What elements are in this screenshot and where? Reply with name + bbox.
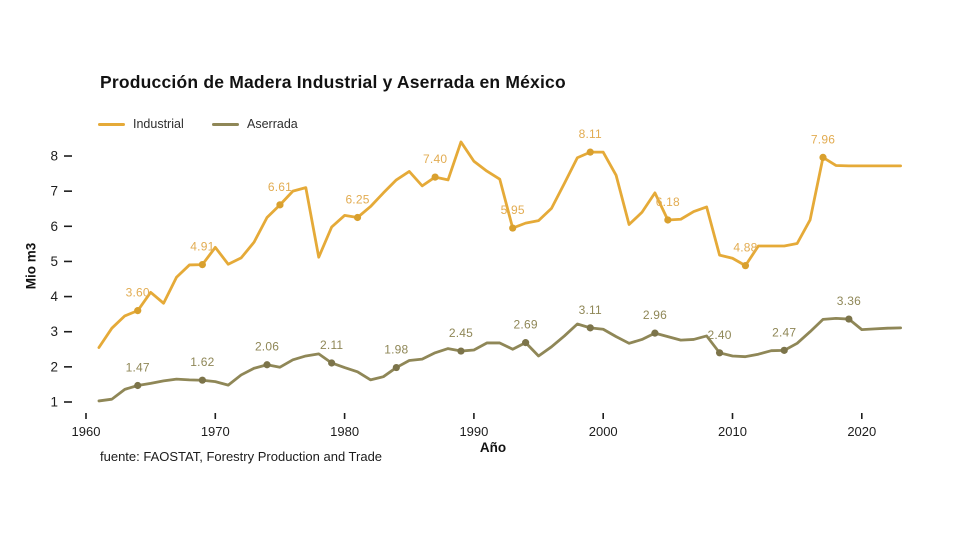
x-tick-label: 1990	[459, 424, 488, 439]
industrial-marker	[431, 173, 439, 181]
aserrada-line	[97, 316, 902, 403]
industrial-marker	[198, 260, 206, 269]
aserrada-value-label: 2.47	[772, 325, 796, 339]
aserrada-value-label: 2.06	[255, 340, 279, 354]
y-axis-title: Mio m3	[23, 242, 39, 290]
aserrada-value-label: 3.11	[579, 303, 602, 317]
industrial-marker	[276, 201, 284, 209]
x-tick-label: 1960	[72, 424, 101, 439]
aserrada-value-label: 1.98	[384, 343, 408, 357]
industrial-marker	[586, 148, 594, 156]
aserrada-marker	[586, 324, 594, 332]
y-tick-label: 8	[50, 149, 58, 164]
legend: Industrial Aserrada	[0, 116, 960, 132]
x-tick-label: 2020	[847, 424, 876, 439]
aserrada-marker	[457, 347, 465, 355]
aserrada-marker	[651, 329, 659, 337]
chart-title: Producción de Madera Industrial y Aserra…	[100, 72, 566, 92]
industrial-value-label: 7.96	[811, 132, 835, 146]
industrial-marker	[509, 224, 517, 232]
industrial-value-label: 6.25	[345, 193, 369, 207]
aserrada-value-label: 1.47	[126, 360, 150, 374]
legend-label-aserrada: Aserrada	[247, 117, 298, 131]
industrial-value-label: 6.18	[656, 195, 680, 209]
aserrada-marker	[263, 361, 271, 369]
y-tick-label: 2	[50, 359, 58, 374]
aserrada-line-swatch	[212, 122, 239, 126]
y-tick-label: 6	[50, 219, 58, 234]
source-note: fuente: FAOSTAT, Forestry Production and…	[100, 449, 383, 464]
industrial-value-label: 5.95	[501, 203, 525, 217]
industrial-marker	[664, 216, 672, 224]
aserrada-marker	[198, 376, 206, 384]
y-tick-label: 1	[50, 395, 58, 410]
x-tick-label: 1980	[330, 424, 359, 439]
legend-item-industrial: Industrial	[98, 116, 184, 132]
y-tick-label: 3	[50, 324, 58, 339]
industrial-marker	[353, 213, 362, 222]
aserrada-value-label: 3.36	[837, 294, 861, 308]
aserrada-marker	[845, 315, 853, 323]
industrial-value-label: 3.60	[126, 286, 150, 300]
aserrada-value-label: 1.62	[190, 355, 214, 369]
industrial-line	[97, 140, 902, 349]
industrial-marker	[819, 153, 827, 162]
legend-item-aserrada: Aserrada	[212, 116, 298, 132]
y-tick-label: 4	[50, 289, 58, 304]
industrial-marker	[741, 262, 750, 270]
aserrada-marker	[522, 339, 530, 347]
aserrada-marker	[715, 349, 724, 357]
aserrada-value-label: 2.96	[643, 308, 667, 322]
x-tick-label: 1970	[201, 424, 230, 439]
aserrada-value-label: 2.11	[320, 338, 343, 352]
aserrada-marker	[328, 359, 336, 367]
x-axis-title: Año	[479, 440, 507, 455]
industrial-value-label: 6.61	[268, 180, 292, 194]
industrial-value-label: 4.88	[733, 241, 757, 255]
x-tick-label: 2000	[589, 424, 618, 439]
aserrada-marker	[134, 381, 142, 390]
aserrada-marker	[780, 346, 788, 354]
industrial-value-label: 8.11	[579, 127, 602, 141]
legend-label-industrial: Industrial	[133, 117, 184, 131]
x-tick-label: 2010	[718, 424, 747, 439]
industrial-value-label: 4.91	[190, 240, 214, 254]
aserrada-value-label: 2.69	[514, 318, 538, 332]
y-tick-label: 7	[50, 184, 58, 199]
aserrada-marker	[392, 363, 400, 372]
industrial-marker	[134, 307, 142, 315]
aserrada-value-label: 2.45	[449, 326, 473, 340]
industrial-value-label: 7.40	[423, 152, 447, 166]
industrial-line-swatch	[98, 122, 125, 126]
y-tick-label: 5	[50, 254, 58, 269]
aserrada-value-label: 2.40	[707, 328, 731, 342]
